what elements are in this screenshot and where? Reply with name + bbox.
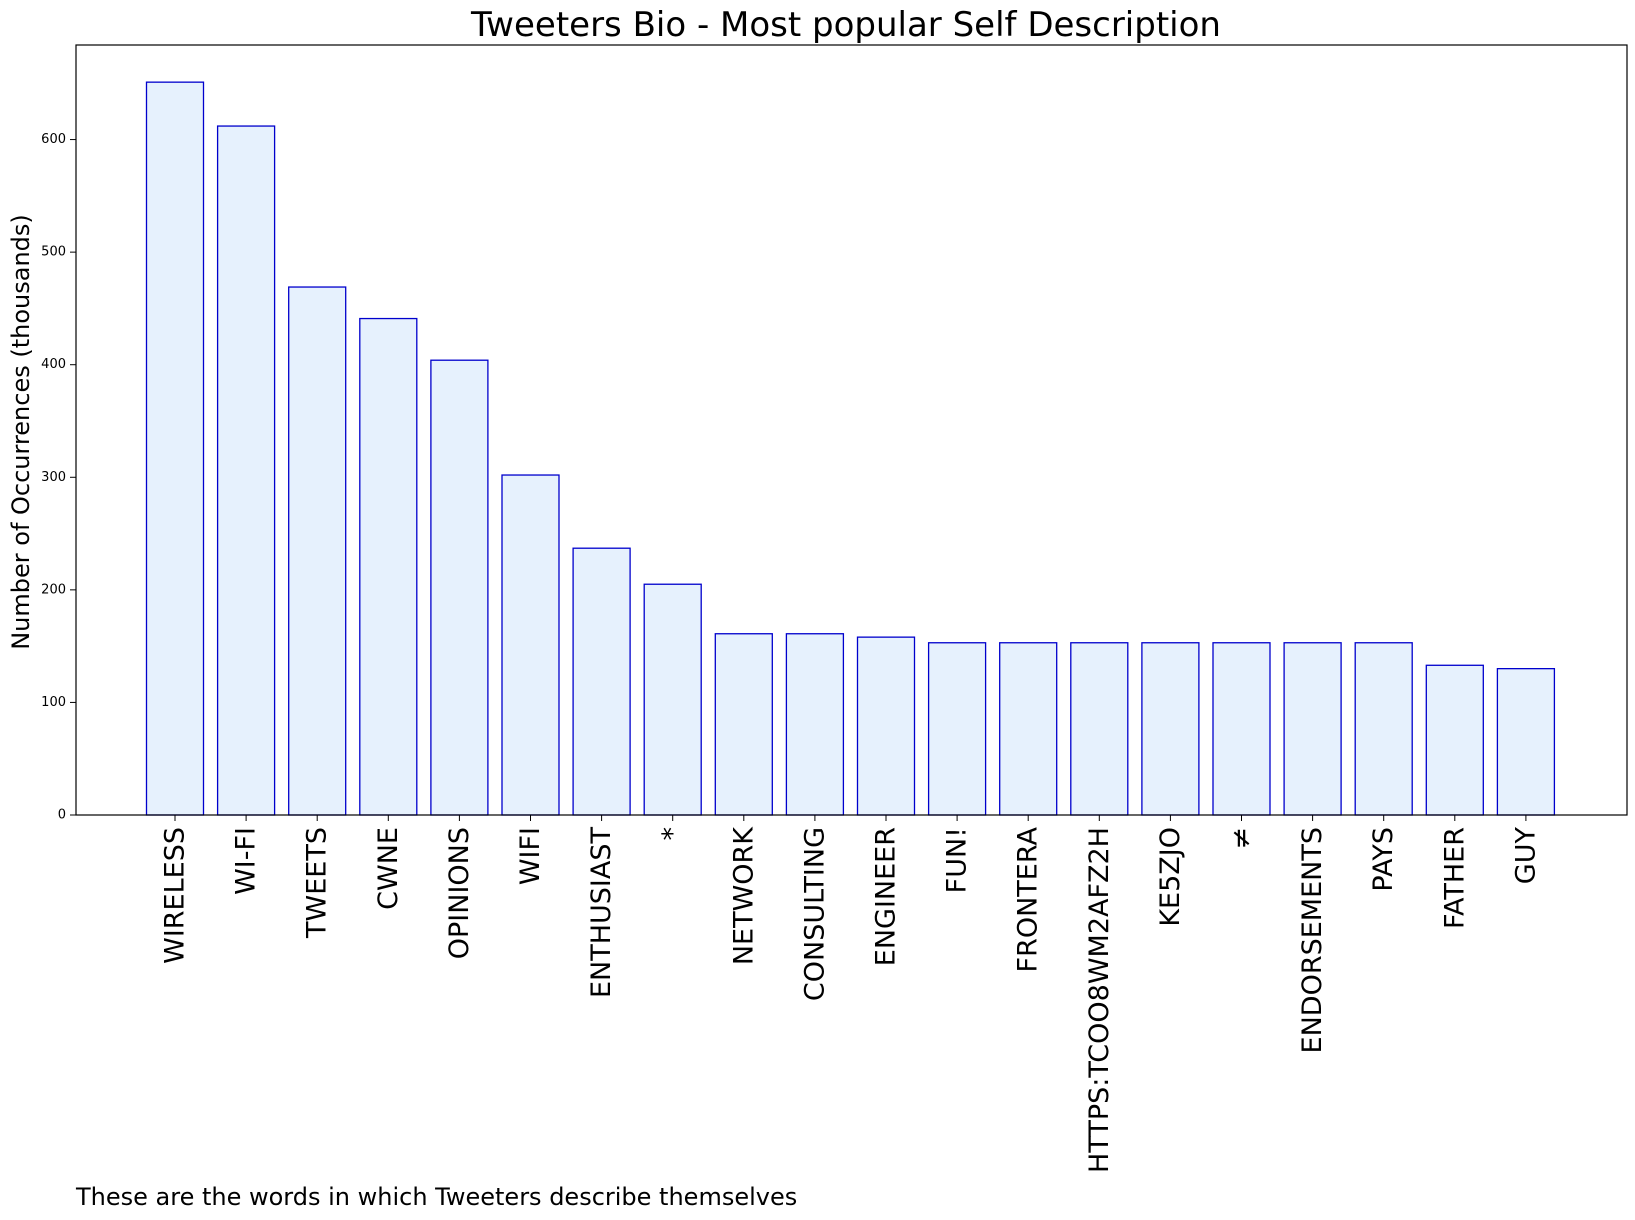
bar: [145, 81, 205, 816]
x-tick-label: FATHER: [1439, 827, 1470, 929]
x-tick-label: ENGINEER: [871, 827, 902, 966]
bar: [501, 474, 560, 816]
x-tick-label: WI-FI: [231, 827, 262, 895]
bar: [1212, 642, 1271, 816]
x-tick-label: FRONTERA: [1013, 826, 1044, 972]
x-tick-label: WIRELESS: [160, 827, 191, 964]
x-tick-label: ENTHUSIAST: [586, 827, 617, 999]
x-tick-label: CONSULTING: [799, 827, 830, 1001]
bar: [714, 633, 773, 816]
bar: [1141, 642, 1200, 816]
x-tick-label: TWEETS: [302, 827, 333, 939]
x-axis-ticks: WIRELESS WI-FI TWEETS CWNE OPINIONS WIFI ENTHU…: [160, 815, 1541, 1173]
bar: [856, 636, 916, 816]
y-axis-ticks: 0 100 200 300 400 500 600: [41, 132, 76, 823]
bar: [1283, 642, 1342, 816]
bar: [1070, 642, 1129, 816]
y-tick-label: 0: [58, 808, 66, 823]
x-tick-label: HTTPS:TCOO8WM2AFZ2H: [1084, 827, 1115, 1173]
bar: [572, 547, 631, 816]
bar: [643, 583, 702, 816]
bar: [288, 286, 347, 816]
y-axis-label: Number of Occurrences (thousands): [7, 214, 35, 650]
x-tick-label: *: [657, 827, 688, 841]
x-tick-label: OPINIONS: [444, 827, 475, 959]
x-tick-label: ENDORSEMENTS: [1297, 827, 1328, 1053]
bar: [430, 359, 489, 816]
bar: [927, 642, 987, 816]
x-tick-label: NETWORK: [728, 826, 759, 965]
y-tick-label: 500: [41, 245, 66, 260]
y-tick-label: 100: [41, 695, 66, 710]
bar: [1425, 664, 1484, 816]
y-tick-label: 600: [41, 132, 66, 147]
bar: [359, 317, 418, 816]
x-tick-label: FUN!: [942, 827, 973, 893]
bars-group: [145, 81, 1556, 816]
x-tick-label: GUY: [1510, 827, 1541, 885]
chart-caption: These are the words in which Tweeters de…: [75, 1183, 797, 1211]
bar: [785, 633, 845, 816]
y-tick-label: 200: [41, 582, 66, 597]
x-tick-label: PAYS: [1368, 827, 1399, 892]
plot-frame: [75, 44, 1628, 816]
bar: [1354, 642, 1413, 816]
y-tick-label: 300: [41, 470, 66, 485]
bar: [999, 642, 1058, 816]
x-tick-label: ≠: [1226, 827, 1257, 850]
chart-title: Tweeters Bio - Most popular Self Descrip…: [470, 5, 1221, 45]
x-tick-label: KE5ZJO: [1155, 827, 1186, 927]
y-tick-label: 400: [41, 357, 66, 372]
x-tick-label: CWNE: [373, 827, 404, 910]
bar: [216, 125, 276, 816]
x-tick-label: WIFI: [515, 827, 546, 885]
bar: [1496, 668, 1556, 816]
